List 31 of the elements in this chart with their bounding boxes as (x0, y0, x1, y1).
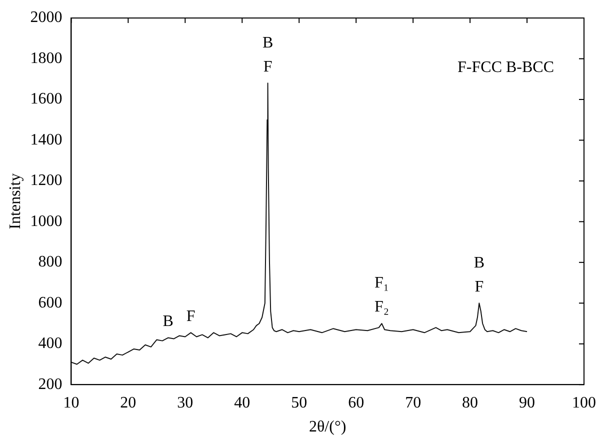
x-tick-label: 50 (291, 394, 308, 412)
y-tick-label: 1600 (30, 90, 62, 108)
x-tick-label: 20 (120, 394, 136, 412)
x-tick-label: 80 (462, 394, 478, 412)
annotation: F (186, 308, 196, 325)
x-tick-label: 90 (519, 394, 536, 412)
x-tick-label: 70 (405, 394, 422, 412)
y-tick-label: 1000 (30, 212, 62, 230)
annotation: B (474, 254, 484, 272)
y-tick-label: 200 (38, 376, 62, 393)
annotation: F-FCC B-BCC (458, 59, 554, 76)
annotation: F (263, 58, 272, 76)
x-tick-label: 100 (572, 394, 596, 412)
x-tick-label: 60 (348, 394, 364, 412)
y-tick-label: 1800 (30, 50, 62, 67)
y-tick-label: 2000 (30, 9, 62, 26)
annotation: F₂ (374, 298, 389, 316)
annotation: F (474, 278, 484, 296)
annotation: B (262, 34, 274, 52)
y-axis-title: Intensity (6, 173, 24, 230)
x-tick-label: 40 (234, 394, 250, 412)
x-axis-title: 2θ/(°) (309, 418, 346, 436)
y-tick-label: 400 (38, 335, 62, 352)
x-tick-label: 10 (63, 394, 80, 412)
annotation: F₁ (374, 274, 389, 292)
annotation: B (162, 312, 174, 330)
y-tick-label: 1200 (30, 172, 62, 190)
y-tick-label: 800 (38, 254, 62, 271)
x-tick-label: 30 (177, 394, 194, 412)
y-tick-label: 600 (38, 294, 62, 312)
y-tick-label: 1400 (30, 131, 62, 148)
